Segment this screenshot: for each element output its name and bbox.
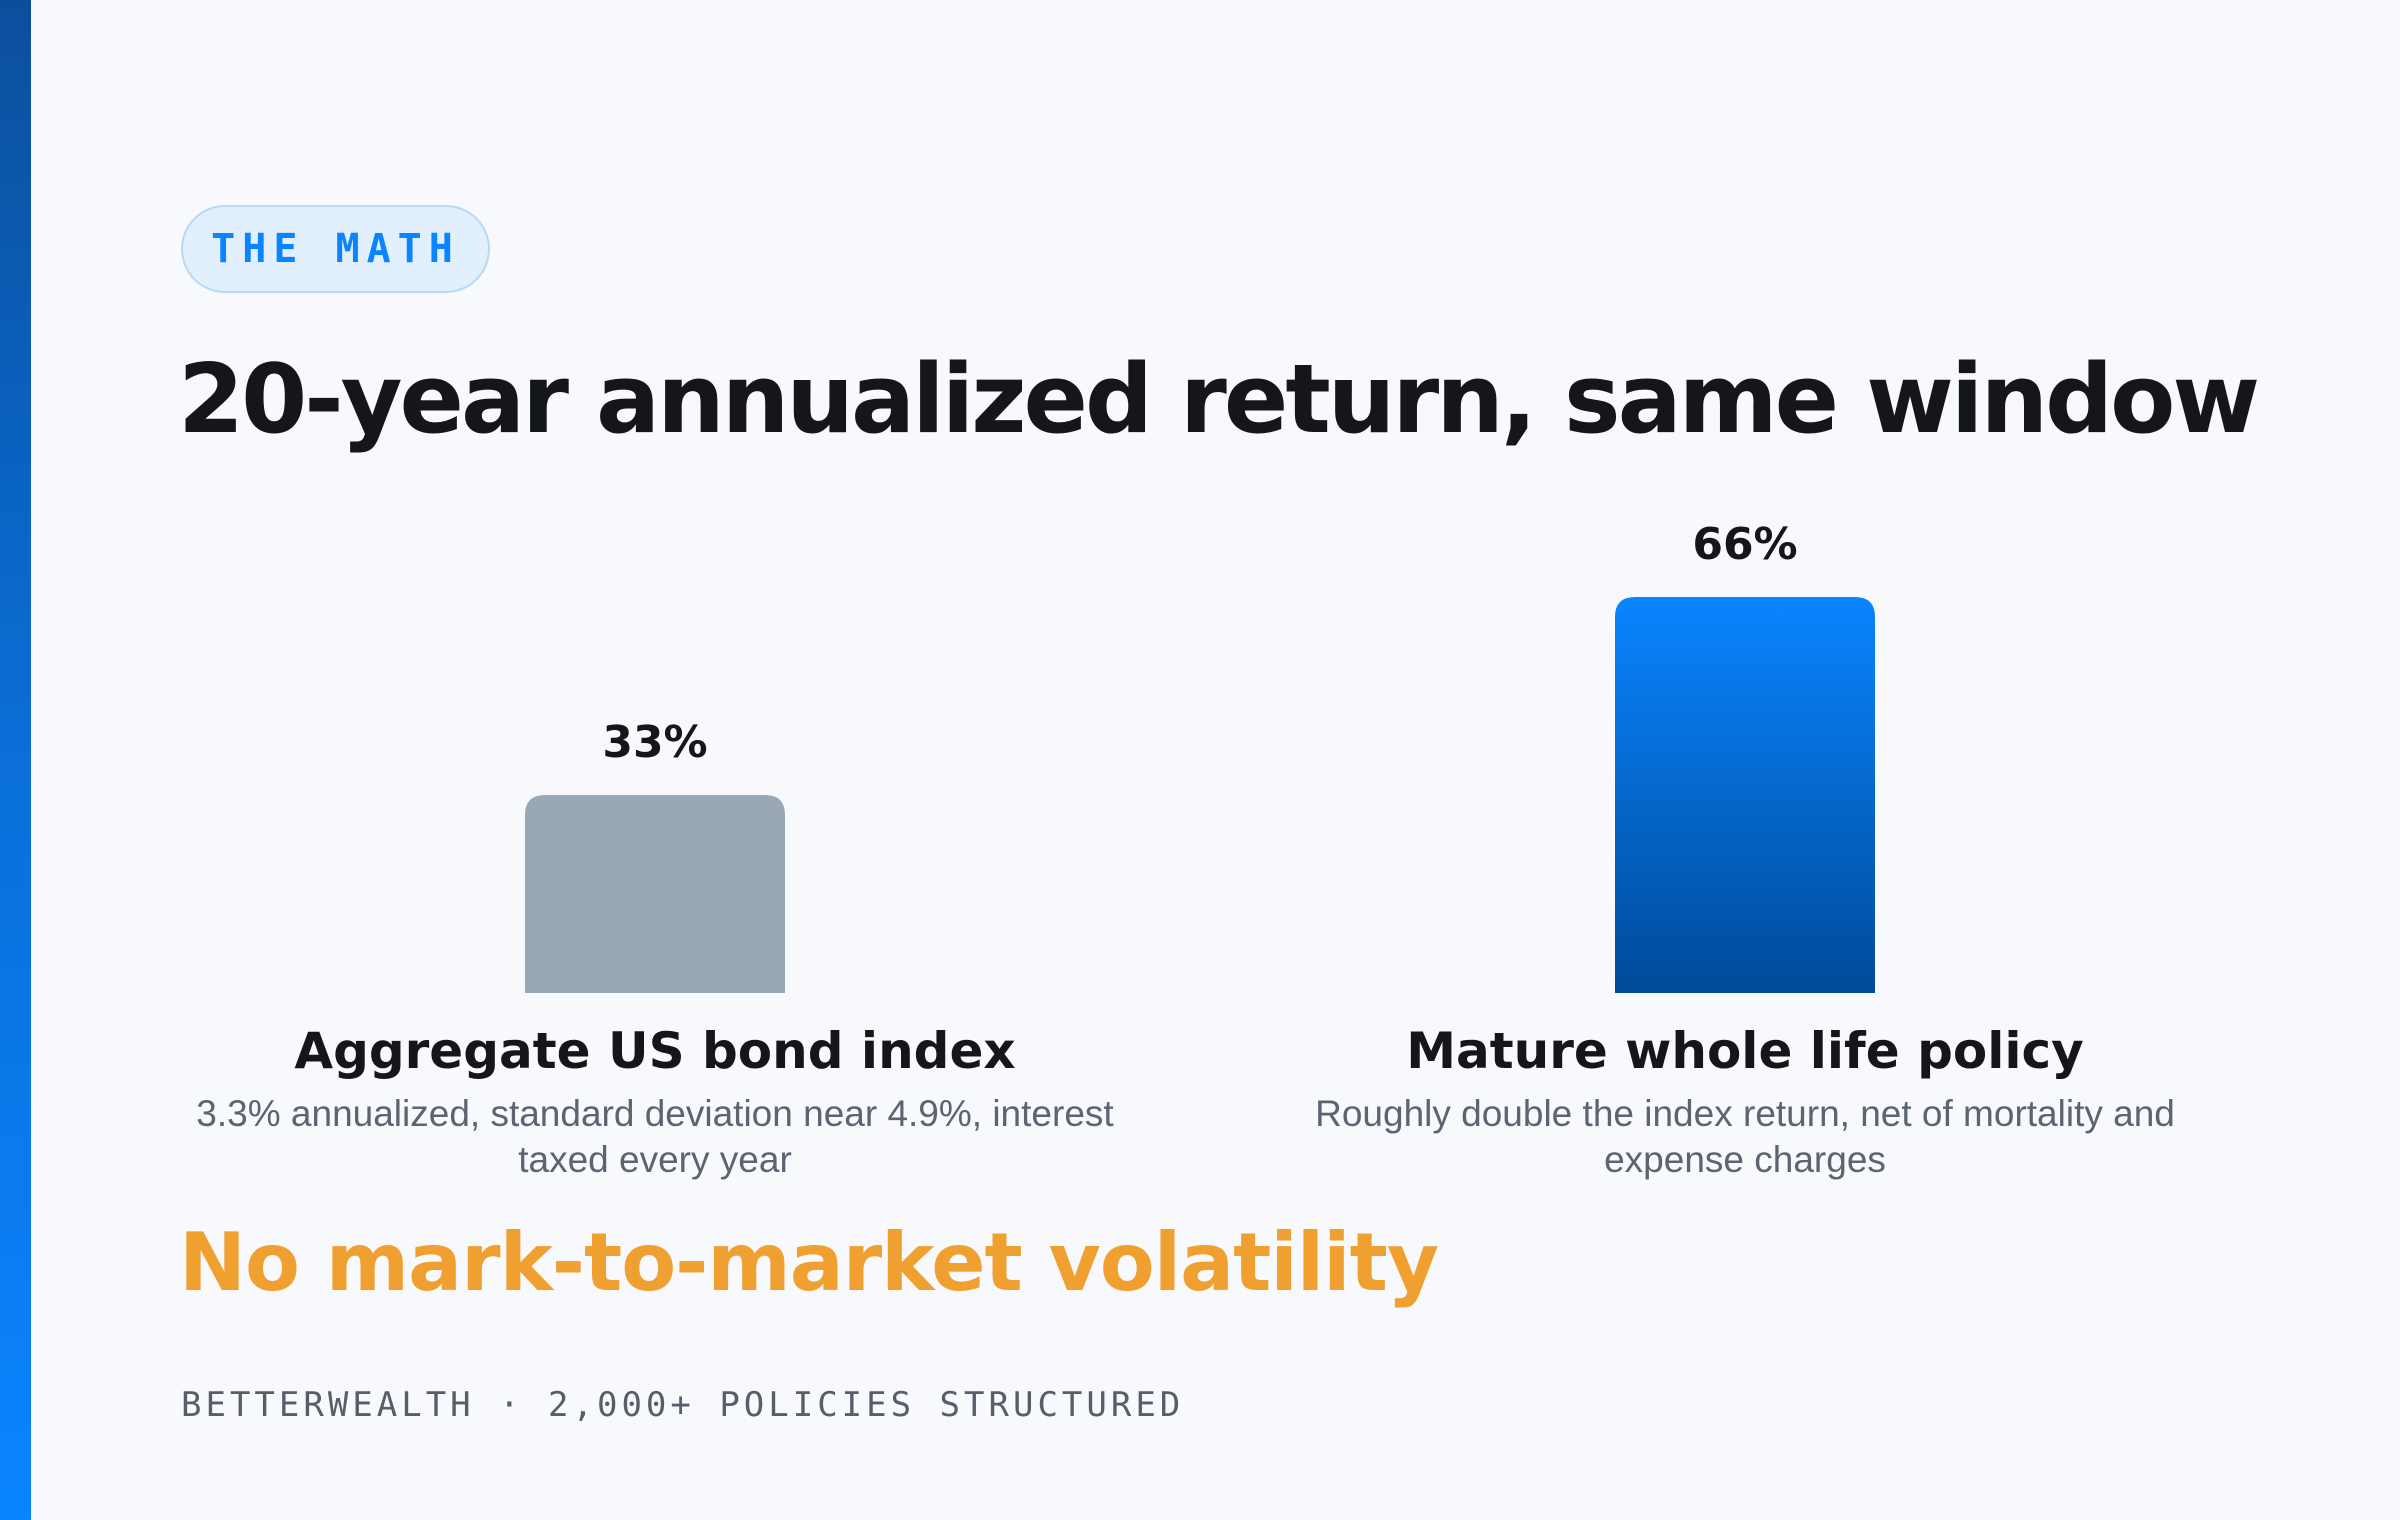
bar-bond-index <box>525 795 785 993</box>
bar-whole-life <box>1615 597 1875 993</box>
section-tag: THE MATH <box>181 205 490 293</box>
highlight-callout: No mark-to-market volatility <box>179 1216 1439 1309</box>
value-label-bond-index: 33% <box>602 717 707 768</box>
value-label-whole-life: 66% <box>1692 519 1797 570</box>
page-title: 20-year annualized return, same window <box>178 345 2260 455</box>
category-label-whole-life: Mature whole life policy <box>1406 1022 2084 1080</box>
category-description-whole-life: Roughly double the index return, net of … <box>1315 1093 2175 1180</box>
category-label-bond-index: Aggregate US bond index <box>294 1022 1016 1080</box>
category-description-bond-index: 3.3% annualized, standard deviation near… <box>196 1093 1114 1180</box>
footer-brand-line: BETTERWEALTH · 2,000+ POLICIES STRUCTURE… <box>181 1385 1185 1425</box>
accent-side-bar <box>0 0 31 1520</box>
